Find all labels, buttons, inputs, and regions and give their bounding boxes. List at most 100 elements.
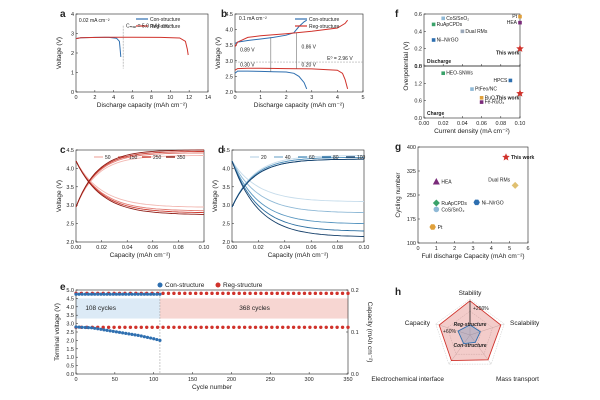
reg-discharge-point [172, 325, 176, 329]
data-point [431, 22, 436, 27]
reg-charge-point [253, 291, 258, 296]
reg-discharge-point [106, 325, 111, 329]
panel-d: 0.00 0.02 0.04 0.06 0.08 0.10 Capacity (mAh cm… [212, 148, 369, 259]
y-tick-label: 4.0 [225, 28, 233, 34]
gap-label: 0.89 V [240, 47, 255, 53]
data-point [516, 44, 524, 52]
x-tick-label: 0.00 [227, 245, 238, 251]
reg-charge-point [281, 291, 285, 296]
legend-label: Reg-structure [150, 24, 181, 30]
x-tick-label: 0 [416, 246, 419, 252]
reg-charge-point [302, 291, 307, 296]
y-tick-label: 3.0 [66, 203, 74, 209]
reg-charge-point [237, 291, 241, 296]
reg-discharge-point [286, 325, 290, 329]
legend-label: 20 [261, 155, 267, 161]
y-tick-label: 0.4 [414, 29, 422, 35]
data-point [441, 16, 445, 21]
con-discharge-point [105, 328, 109, 332]
con-discharge-point [102, 328, 106, 332]
axes-frame [231, 149, 365, 243]
radar-spoke [435, 323, 471, 336]
point-label: HEA [507, 20, 518, 26]
con-charge-point [158, 292, 162, 296]
y-tick-label: 4.0 [66, 166, 74, 172]
series-line [75, 160, 204, 215]
y-tick-label: 1 [71, 71, 74, 77]
axes-frame [234, 13, 364, 93]
x-tick-label: 5 [361, 95, 364, 101]
y-axis-label: Terminal voltage (V) [54, 303, 61, 361]
reg-discharge-point [281, 325, 285, 329]
x-tick-label: 150 [188, 377, 197, 383]
reg-discharge-point [134, 325, 138, 329]
data-point [479, 95, 484, 100]
reg-charge-point [215, 291, 220, 296]
legend-label: Reg-structure [223, 282, 263, 289]
reg-charge-point [346, 291, 350, 296]
y-tick-label: 0.2 [414, 47, 422, 53]
reg-discharge-point [112, 325, 116, 329]
x-tick-label: 1 [259, 95, 262, 101]
series-line [75, 149, 204, 208]
reg-charge-point [232, 291, 236, 296]
gap-label: 0.20 V [302, 62, 317, 68]
panel-e-bg [76, 298, 348, 319]
y-tick-label: 5.0 [66, 288, 74, 294]
series-line [234, 67, 349, 90]
reg-charge-point [166, 291, 171, 296]
panel-letter: f [395, 9, 399, 20]
x-tick-label: 2 [285, 95, 288, 101]
reg-discharge-point [297, 325, 301, 329]
con-charge-point [108, 292, 112, 296]
con-charge-point [83, 292, 87, 296]
y-tick-label: 4.5 [66, 296, 74, 302]
radar-axis-label: Capacity [405, 320, 431, 327]
series-line [231, 160, 364, 202]
con-discharge-point [127, 332, 131, 336]
con-charge-point [86, 292, 91, 296]
y-tick-label: 2.5 [66, 330, 74, 336]
y-tick-label: 100 [407, 241, 416, 247]
y-tick-label: 2.5 [66, 222, 74, 228]
con-discharge-point [152, 337, 156, 341]
x-axis-label: Capacity (mAh cm⁻²) [110, 252, 171, 259]
series-line [75, 36, 122, 57]
legend-label: 350 [177, 155, 186, 161]
y-tick-label: 0.6 [414, 12, 422, 18]
reg-charge-point [199, 291, 203, 296]
x-tick-label: 0.04 [457, 121, 468, 127]
gain-label: +60% [443, 329, 456, 335]
reg-discharge-point [264, 325, 269, 329]
series-line [75, 160, 204, 212]
series-line [75, 152, 205, 208]
y-tick-label: 0.0 [66, 372, 74, 378]
radar-spoke [469, 334, 492, 365]
panel-e: 0 50 100 150 200 250 300 350 Cycle number 0.0 0.5 1… [54, 282, 373, 391]
reg-discharge-point [329, 325, 334, 329]
y-right-tick-label: 0.1 [351, 330, 359, 336]
con-charge-point [145, 292, 150, 296]
reg-charge-point [264, 291, 269, 296]
series-line [231, 160, 365, 237]
con-discharge-point [114, 330, 119, 334]
con-charge-point [149, 292, 153, 296]
reg-charge-point [286, 291, 290, 296]
x-axis-label: Discharge capacity (mAh cm⁻²) [97, 102, 187, 109]
reg-discharge-point [253, 325, 258, 329]
radar-axis-label: Electrochemical interface [371, 376, 444, 383]
con-charge-point [133, 292, 137, 296]
con-charge-point [117, 292, 122, 296]
x-tick-label: 0.08 [173, 245, 184, 251]
radar-axis-label: Mass transport [496, 376, 539, 383]
series-line [231, 160, 365, 214]
con-charge-point [155, 292, 159, 296]
data-point [508, 78, 513, 83]
con-charge-point [139, 292, 143, 296]
x-axis-label: Current density (mA cm⁻²) [434, 128, 510, 135]
series-line [75, 36, 189, 56]
y-tick-label: 4.5 [66, 148, 74, 154]
reg-charge-point [329, 291, 334, 296]
point-label: CoS/SnO₂ [441, 207, 464, 213]
